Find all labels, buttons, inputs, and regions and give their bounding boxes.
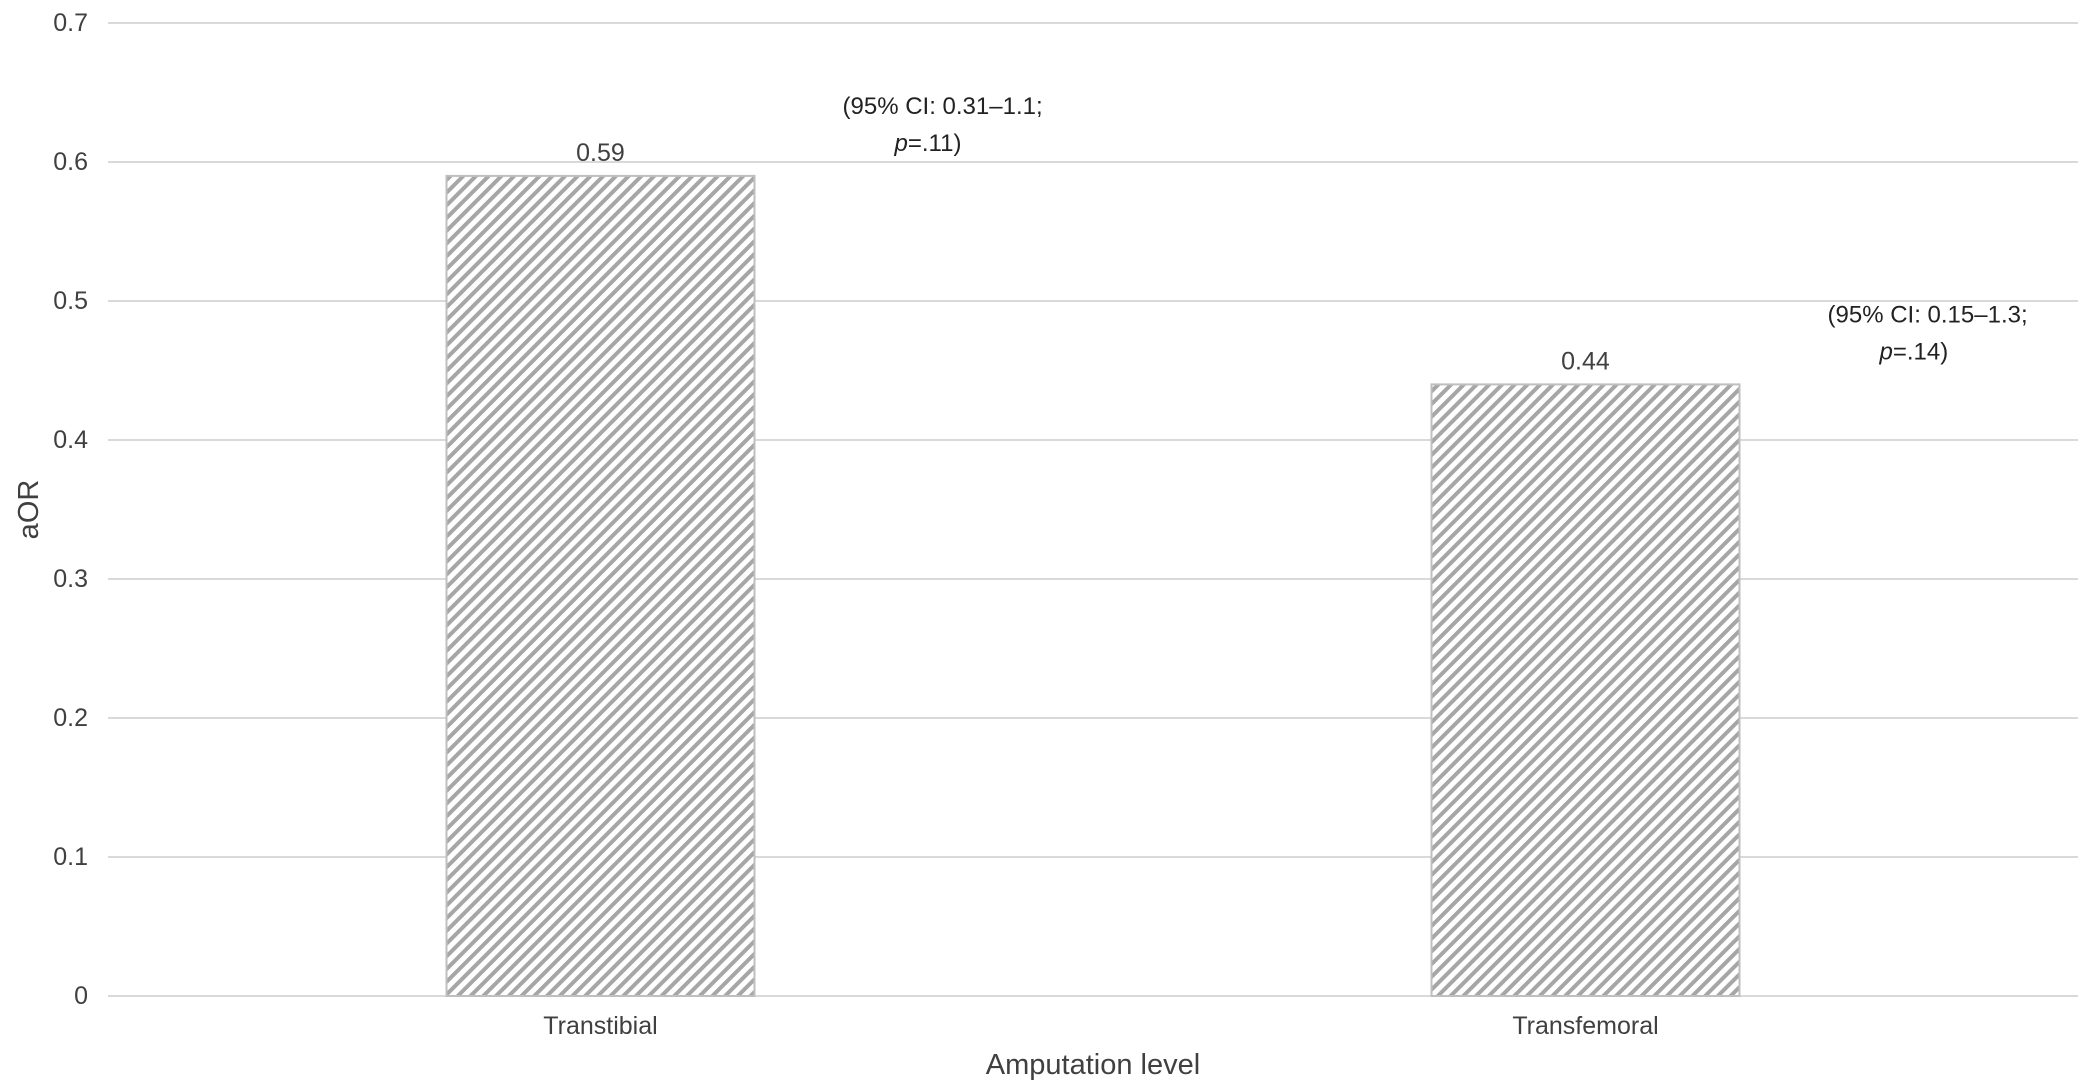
category-labels: Transtibial Transfemoral	[543, 1012, 1658, 1040]
p-value-annotation: p=.14)	[1879, 338, 1949, 365]
gridlines	[108, 22, 2078, 997]
y-tick-label: 0	[74, 982, 88, 1010]
data-label: 0.44	[1561, 347, 1610, 375]
y-tick-label: 0.6	[53, 148, 88, 176]
y-tick-labels: 0 0.1 0.2 0.3 0.4 0.5 0.6 0.7	[53, 9, 88, 1010]
bar	[445, 174, 756, 997]
y-tick-label: 0.1	[53, 843, 88, 871]
y-tick-label: 0.4	[53, 426, 88, 454]
annotations: (95% CI: 0.31–1.1; p=.11) (95% CI: 0.15–1.…	[843, 93, 2028, 365]
bars	[445, 174, 1741, 997]
x-axis-title: Amputation level	[986, 1049, 1200, 1081]
y-tick-label: 0.7	[53, 9, 88, 37]
y-axis-title: aOR	[13, 480, 45, 540]
data-labels: 0.59 0.44	[576, 139, 1610, 376]
ci-annotation: (95% CI: 0.31–1.1;	[843, 93, 1043, 120]
p-value-annotation: p=.11)	[894, 130, 962, 157]
y-tick-label: 0.5	[53, 287, 88, 315]
ci-annotation: (95% CI: 0.15–1.3;	[1828, 301, 2028, 328]
y-tick-label: 0.2	[53, 704, 88, 732]
y-tick-label: 0.3	[53, 565, 88, 593]
bar	[1430, 383, 1741, 997]
x-tick-label: Transfemoral	[1512, 1012, 1658, 1040]
x-tick-label: Transtibial	[543, 1012, 657, 1040]
data-label: 0.59	[576, 139, 625, 167]
